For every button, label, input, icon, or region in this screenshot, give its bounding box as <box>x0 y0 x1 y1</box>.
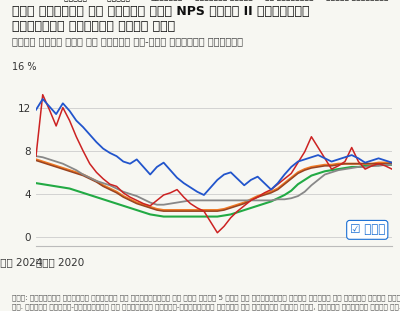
Text: जून 2020: जून 2020 <box>36 257 84 267</box>
Text: जून 2024: जून 2024 <box>0 257 43 267</box>
Text: ज़्यादा अस्थिर होती हैं: ज़्यादा अस्थिर होती हैं <box>12 20 175 33</box>
Text: ☑ धनक: ☑ धनक <box>350 223 385 236</box>
Legend: स्कीम C, स्कीम G, लिक्विड, अल्ट्रा शॉर्ट, लो ड्यूरेशन, शॉर्ट ड्यूरेशन: स्कीम C, स्कीम G, लिक्विड, अल्ट्रा शॉर्ट… <box>55 0 388 1</box>
Text: डेट फ़ंड्स की तुलना में NPS टियर II स्कीम्स: डेट फ़ंड्स की तुलना में NPS टियर II स्की… <box>12 5 310 18</box>
Text: बीते पांच साल के दौरान वन-ईयर रोलिंग रिटर्न: बीते पांच साल के दौरान वन-ईयर रोलिंग रिट… <box>12 36 243 46</box>
Text: 16 %: 16 % <box>12 62 37 72</box>
Text: नोट: कैटेगरी मीडियन रिटर्न की कैलकुलेशन के लिए केवल 5 साल की हिस्ट्री वाले फंड्स: नोट: कैटेगरी मीडियन रिटर्न की कैलकुलेशन … <box>12 295 400 310</box>
